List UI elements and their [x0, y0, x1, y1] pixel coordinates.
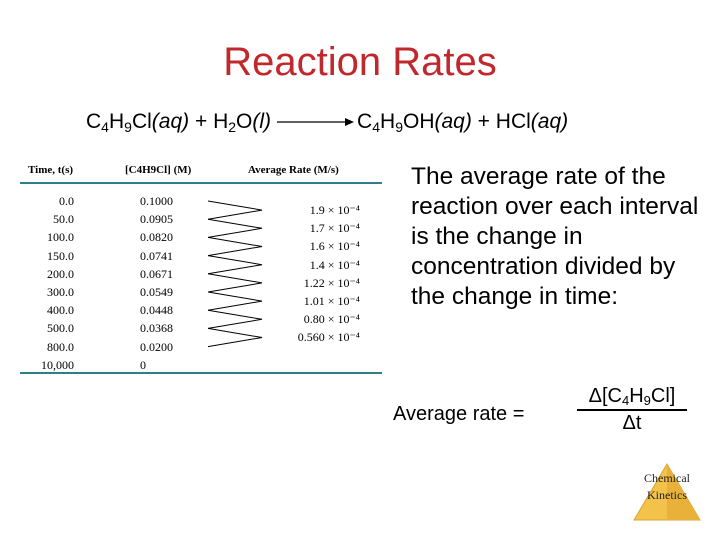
reaction-arrow-icon [275, 114, 355, 128]
fraction-numerator: Δ[C4H9Cl] [577, 385, 687, 411]
table-cell: 200.0 [47, 266, 74, 281]
table-cell: 0.0 [59, 194, 74, 208]
concentration-column: 0.1000 0.0905 0.0820 0.0741 0.0671 0.0549 0.04… [140, 192, 200, 374]
table-cell: 150.0 [47, 248, 74, 263]
reactant-1: C4H9Cl(aq) [86, 110, 190, 135]
table-cell: 1.7 × 10⁻⁴ [309, 221, 360, 236]
product-2: HCl(aq) [495, 110, 569, 133]
interval-bracket [207, 273, 263, 293]
interval-bracket [207, 327, 263, 348]
interval-zigzag [207, 200, 263, 348]
table-cell: 1.4 × 10⁻⁴ [309, 257, 360, 272]
interval-bracket [207, 309, 263, 329]
header-time: Time, t(s) [28, 164, 74, 176]
table-cell: 0 [140, 357, 146, 372]
table-cell: 0.80 × 10⁻⁴ [303, 312, 360, 327]
table-cell: 0.0671 [140, 266, 173, 281]
table-cell: 50.0 [53, 212, 74, 227]
interval-bracket [207, 255, 263, 275]
reaction-equation: C4H9Cl(aq) + H2O(l) C4H9OH(aq) + HCl(aq) [86, 110, 569, 135]
table-bottom-rule [20, 372, 382, 374]
header-concentration: [C4H9Cl] (M) [125, 164, 192, 176]
average-rate-label: Average rate = [393, 403, 525, 425]
table-cell: 0.0549 [140, 284, 173, 299]
slide-title: Reaction Rates [223, 40, 497, 84]
table-cell: 0.0368 [140, 321, 173, 336]
rate-data-table: Time, t(s) [C4H9Cl] (M) Average Rate (M/… [20, 160, 382, 374]
chemical-kinetics-logo: Chemical Kinetics [632, 462, 702, 522]
explanation-text: The average rate of the reaction over ea… [411, 163, 699, 310]
pyramid-icon [633, 463, 701, 521]
table-cell: 300.0 [47, 284, 74, 299]
table-cell: 1.9 × 10⁻⁴ [309, 203, 360, 217]
header-average-rate: Average Rate (M/s) [248, 164, 339, 176]
table-cell: 1.22 × 10⁻⁴ [303, 275, 360, 290]
table-cell: 800.0 [47, 339, 74, 354]
product-1: C4H9OH(aq) [357, 110, 472, 135]
table-cell: 0.0905 [140, 212, 173, 227]
table-cell: 500.0 [47, 321, 74, 336]
table-top-rule [20, 182, 382, 184]
table-cell: 0.1000 [140, 194, 173, 208]
table-cell: 10,000 [41, 357, 74, 372]
logo-text: Chemical Kinetics [644, 471, 690, 502]
table-cell: 0.0820 [140, 230, 173, 245]
table-cell: 1.01 × 10⁻⁴ [303, 293, 360, 308]
table-cell: 0.0448 [140, 303, 173, 318]
table-cell: 0.560 × 10⁻⁴ [297, 330, 360, 345]
interval-bracket [207, 291, 263, 311]
interval-bracket [207, 200, 263, 220]
fraction-denominator: Δt [622, 412, 642, 434]
table-cell: 1.6 × 10⁻⁴ [309, 239, 360, 254]
time-column: 0.0 50.0 100.0 150.0 200.0 300.0 400.0 500.0 800… [28, 192, 74, 374]
table-cell: 100.0 [47, 230, 74, 245]
average-rate-fraction: Δ[C4H9Cl] Δt [577, 385, 687, 435]
reactant-2: H2O(l) [213, 110, 272, 135]
table-cell: 0.0741 [140, 248, 173, 263]
table-cell: 0.0200 [140, 339, 173, 354]
interval-bracket [207, 218, 263, 238]
interval-bracket [207, 236, 263, 257]
rate-column: 1.9 × 10⁻⁴ 1.7 × 10⁻⁴ 1.6 × 10⁻⁴ 1.4 × 10⁻⁴… [260, 201, 360, 347]
table-cell: 400.0 [47, 303, 74, 318]
